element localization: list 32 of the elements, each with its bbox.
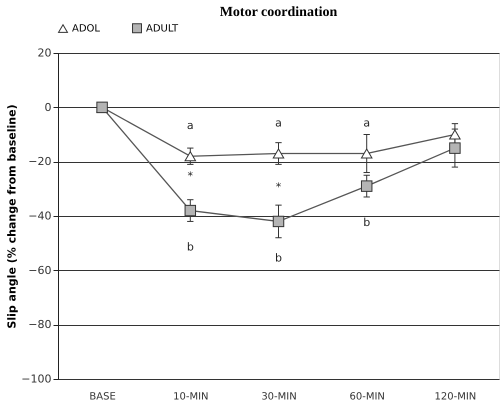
y-tick-label: −100 [21, 372, 52, 386]
annotation: a [275, 116, 282, 130]
point [184, 204, 196, 216]
point [184, 151, 196, 162]
x-tick-label: BASE [89, 392, 116, 402]
annotation: * [276, 180, 282, 194]
x-tick-label: 60-MIN [350, 392, 385, 402]
point [360, 180, 372, 192]
annotation: b [275, 251, 282, 264]
y-tick-label: 0 [44, 100, 52, 114]
y-tick-label: −20 [28, 155, 52, 168]
annotation: b [363, 216, 370, 230]
annotation: * [188, 170, 194, 183]
x-tick-label: 120-MIN [434, 392, 476, 402]
annotation: a [186, 119, 194, 132]
chart-title: Motor coordination [220, 5, 338, 20]
legend-label: ADULT [146, 23, 180, 34]
x-tick-label: 10-MIN [173, 392, 208, 402]
x-tick-label: 30-MIN [261, 392, 297, 402]
point [449, 129, 461, 140]
annotation: a [363, 116, 370, 130]
point [272, 148, 284, 159]
y-tick-label: −60 [28, 264, 52, 277]
y-tick-label: −40 [28, 210, 52, 222]
point [360, 148, 372, 159]
point [449, 142, 461, 154]
annotation: b [186, 240, 194, 254]
point [272, 216, 284, 228]
legend-label: ADOL [72, 24, 100, 35]
y-tick-label: 20 [38, 46, 52, 60]
y-axis-title: Slip angle (% change from baseline) [5, 104, 18, 329]
y-tick-label: −80 [28, 318, 52, 332]
